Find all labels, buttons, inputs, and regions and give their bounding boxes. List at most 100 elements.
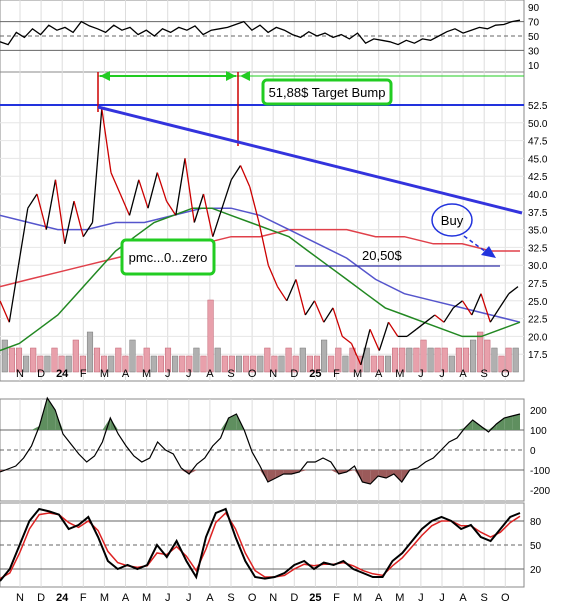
volume-bar (207, 299, 214, 373)
cci-tick-label: 200 (530, 406, 547, 417)
x-tick-label-top: M (395, 368, 404, 380)
arrow-head-right (226, 71, 236, 81)
price-tick-label: 40.0 (528, 190, 548, 201)
price-segment (212, 208, 223, 237)
volume-bar (392, 347, 399, 373)
cci-negative-fill (362, 470, 371, 484)
stoch-tick-label: 80 (530, 517, 542, 528)
price-segment (360, 329, 371, 366)
x-tick-label-bottom: J (418, 592, 424, 604)
volume-bar (79, 355, 86, 373)
volume-bar (491, 347, 498, 373)
x-tick-label-bottom: J (439, 592, 445, 604)
x-tick-label-top: O (501, 368, 510, 380)
volume-bar (143, 347, 150, 373)
price-segment (0, 300, 10, 323)
volume-bar (30, 347, 37, 373)
x-tick-label-top: F (333, 368, 340, 380)
buy-ellipse (431, 203, 473, 237)
support-label: 20,50$ (362, 248, 403, 263)
cci-tick-label: -100 (530, 466, 550, 477)
buy-label: Buy (441, 213, 464, 228)
cci-tick-label: 100 (530, 426, 547, 437)
price-segment (202, 193, 214, 237)
price-segment (276, 286, 288, 302)
x-tick-label-bottom: 25 (309, 592, 321, 604)
buy-arrow-head (481, 246, 496, 258)
volume-bar (164, 347, 172, 373)
price-segment (461, 300, 473, 316)
volume-bar (413, 347, 420, 373)
volume-bar (221, 355, 228, 373)
price-segment (184, 158, 195, 223)
price-tick-label: 22.5 (528, 315, 548, 326)
volume-bar (328, 355, 335, 373)
volume-bar (51, 347, 58, 373)
price-segment (8, 265, 20, 323)
volume-bar (179, 355, 186, 373)
x-tick-label-bottom: A (122, 592, 130, 604)
cci-negative-fill (386, 470, 394, 478)
x-tick-label-top: M (353, 368, 362, 380)
cci-line (0, 396, 521, 485)
volume-bar (427, 347, 434, 373)
volume-bar (306, 355, 313, 373)
price-segment (471, 293, 482, 316)
price-segment (138, 179, 149, 209)
volume-bar (264, 347, 271, 373)
price-segment (406, 328, 417, 337)
volume-bar (86, 331, 94, 373)
price-segment (434, 314, 445, 323)
x-tick-label-top: J (439, 368, 445, 380)
volume-bar (136, 355, 143, 373)
volume-bar (462, 347, 470, 373)
volume-bar (108, 355, 115, 373)
price-segment (17, 208, 29, 266)
price-tick-label: 45.0 (528, 154, 548, 165)
volume-bar (93, 347, 101, 373)
volume-bar (342, 355, 349, 373)
volume-bar (498, 355, 505, 373)
volume-bar (65, 355, 72, 373)
x-tick-label-bottom: F (333, 592, 340, 604)
volume-bar (235, 355, 243, 373)
x-tick-label-bottom: O (248, 592, 257, 604)
stoch-fast-line (0, 507, 521, 582)
volume-bar (271, 355, 278, 373)
x-tick-label-top: D (290, 368, 298, 380)
x-tick-label-bottom: 24 (56, 592, 69, 604)
price-segment (258, 222, 269, 266)
price-tick-label: 47.5 (528, 137, 548, 148)
cci-tick-label: 0 (530, 446, 536, 457)
volume-bar (58, 355, 65, 373)
volume-bar (8, 347, 15, 373)
price-tick-label: 52.5 (528, 101, 548, 112)
volume-bar (214, 347, 221, 373)
volume-bar (193, 347, 200, 373)
volume-bar (228, 355, 235, 373)
volume-bar (434, 347, 441, 373)
x-tick-label-top: A (206, 368, 214, 380)
price-segment (175, 158, 186, 216)
volume-bar (377, 355, 384, 373)
stoch-tick-label: 50 (530, 541, 542, 552)
volume-bar (363, 347, 370, 373)
price-segment (295, 279, 306, 316)
price-tick-label: 20.0 (528, 332, 548, 343)
price-segment (387, 321, 399, 337)
volume-bar (384, 355, 392, 373)
price-segment (193, 193, 205, 223)
volume-bar (505, 347, 512, 373)
x-tick-label-top: F (80, 368, 87, 380)
volume-bar (370, 355, 377, 373)
price-segment (249, 186, 260, 223)
cci-positive-fill (102, 418, 111, 430)
price-segment (110, 172, 121, 195)
rsi-line (0, 19, 521, 46)
x-tick-label-top: J (165, 368, 171, 380)
x-tick-label-top: D (37, 368, 45, 380)
price-tick-label: 30.0 (528, 261, 548, 272)
price-segment (443, 307, 454, 323)
x-tick-label-top: 24 (56, 368, 69, 380)
